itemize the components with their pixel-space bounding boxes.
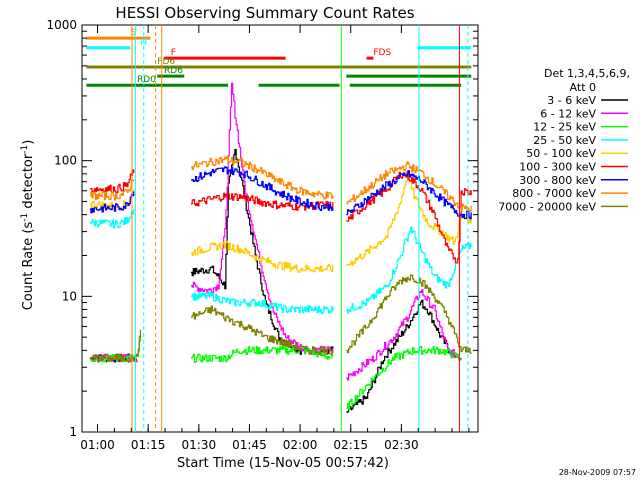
- legend-label-5: 50 - 100 keV: [526, 147, 596, 160]
- legend-label-3: 12 - 25 keV: [533, 121, 596, 134]
- legend-label-6: 100 - 300 keV: [519, 161, 596, 174]
- legend-label-9: 7000 - 20000 keV: [498, 200, 596, 213]
- y-tick-label-1: 1: [69, 425, 77, 439]
- y-axis-label: Count Rate (s-1 detector-1): [20, 140, 36, 311]
- y-tick-label-4: 1000: [46, 18, 77, 32]
- series-layer: [89, 82, 472, 413]
- legend-label-8: 800 - 7000 keV: [512, 187, 596, 200]
- x-tick-label-2: 01:15: [131, 438, 166, 452]
- x-tick-label-1: 01:00: [80, 438, 115, 452]
- legend-label-4: 25 - 50 keV: [533, 134, 596, 147]
- legend-label-2: 6 - 12 keV: [540, 107, 596, 120]
- state-bars: SNFFDSFD6RD0RD6: [86, 28, 472, 87]
- x-tick-label-3: 01:30: [182, 438, 217, 452]
- state-bar-label-1: S: [130, 28, 136, 38]
- state-bar-label-7: RD6: [164, 66, 183, 76]
- state-bar-label-5: FD6: [157, 57, 175, 67]
- x-tick-label-7: 02:30: [384, 438, 419, 452]
- series-line-4: [89, 209, 472, 315]
- series-line-7: [89, 166, 472, 220]
- legend-label-1: 3 - 6 keV: [547, 94, 596, 107]
- legend-title: Det 1,3,4,5,6,9,: [544, 67, 630, 80]
- vertical-lines: [131, 25, 469, 432]
- legend-subtitle: Att 0: [570, 81, 596, 94]
- axes: 01:00 01:15 01:30 01:45 02:00 02:15 02:30 1 10 10…: [46, 18, 478, 452]
- x-tick-label-6: 02:15: [333, 438, 368, 452]
- state-bar-label-3: F: [171, 48, 176, 58]
- series-line-8: [89, 156, 472, 212]
- state-bar-label-6: RD0: [137, 75, 156, 85]
- chart-title: HESSI Observing Summary Count Rates: [115, 4, 414, 22]
- x-tick-label-4: 01:45: [232, 438, 267, 452]
- x-axis-label: Start Time (15-Nov-05 00:57:42): [177, 456, 389, 471]
- x-tick-label-5: 02:00: [283, 438, 318, 452]
- y-tick-label-2: 10: [62, 289, 77, 303]
- legend-label-7: 300 - 800 keV: [519, 174, 596, 187]
- series-line-9: [89, 274, 472, 363]
- timestamp: 28-Nov-2009 07:57: [559, 468, 636, 477]
- y-tick-label-3: 100: [54, 154, 77, 168]
- state-bar-label-4: FDS: [373, 48, 391, 58]
